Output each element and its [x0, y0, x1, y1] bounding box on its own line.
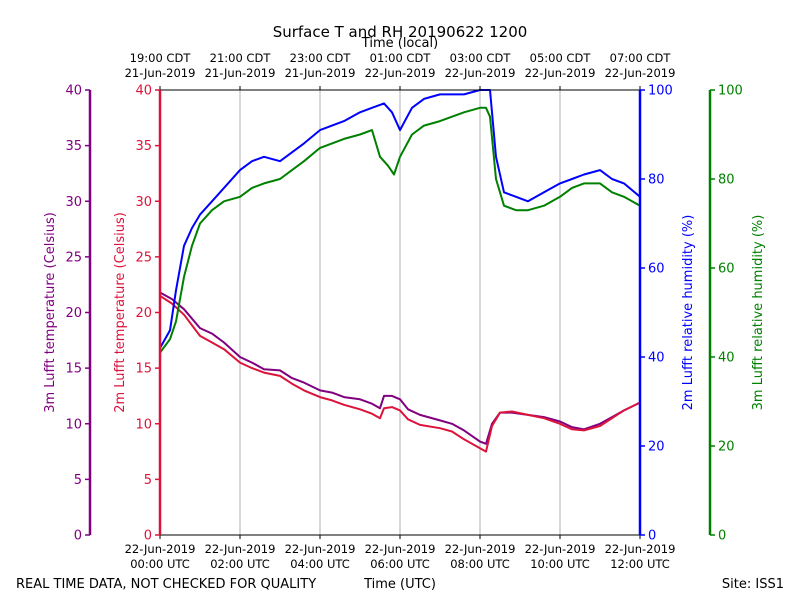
temp3m-axis-label: 3m Lufft temperature (Celsius): [43, 212, 58, 413]
grid-lines: [239, 90, 561, 535]
rh2m-axis-tick-label: 60: [648, 262, 665, 277]
top-tick-time: 23:00 CDT: [290, 51, 352, 65]
rh2m-series-line: [159, 89, 641, 349]
rh2m-axis-tick-label: 100: [648, 84, 673, 99]
x-tick-time: 10:00 UTC: [530, 557, 590, 571]
rh3m-axis-tick-label: 100: [718, 84, 743, 99]
temp2m-axis-tick-label: 5: [144, 473, 152, 488]
temp3m-axis-tick-label: 10: [65, 417, 82, 432]
series-layer: [159, 89, 641, 453]
x-tick-time: 04:00 UTC: [290, 557, 350, 571]
x-tick-date: 22-Jun-2019: [445, 542, 516, 556]
rh3m-axis-label: 3m Lufft relative humidity (%): [751, 215, 766, 411]
x-tick-date: 22-Jun-2019: [605, 542, 676, 556]
temp2m-axis-tick-label: 10: [135, 417, 152, 432]
x-tick-date: 22-Jun-2019: [365, 542, 436, 556]
temp3m-axis-tick-label: 5: [74, 473, 82, 488]
x-tick-time: 12:00 UTC: [610, 557, 670, 571]
x-tick-date: 22-Jun-2019: [125, 542, 196, 556]
top-tick-date: 21-Jun-2019: [125, 66, 196, 80]
chart-title: Surface T and RH 20190622 1200: [273, 23, 528, 41]
temp3m-axis-tick-label: 25: [65, 250, 82, 265]
top-tick-date: 22-Jun-2019: [605, 66, 676, 80]
x-tick-time: 08:00 UTC: [450, 557, 510, 571]
x-tick-date: 22-Jun-2019: [525, 542, 596, 556]
rh2m-axis-tick-label: 40: [648, 351, 665, 366]
x-tick-date: 22-Jun-2019: [285, 542, 356, 556]
rh3m-axis-tick-label: 40: [718, 351, 735, 366]
x-tick-time: 00:00 UTC: [130, 557, 190, 571]
y-axes: 0 5 10 15 20 25 30 35 40 3m Lufft temperature (Ce…: [43, 84, 766, 544]
temp2m-axis-tick-label: 15: [135, 362, 152, 377]
top-tick-time: 01:00 CDT: [370, 51, 432, 65]
rh2m-axis-label: 2m Lufft relative humidity (%): [681, 215, 696, 411]
rh3m-axis-tick-label: 60: [718, 262, 735, 277]
temp3m-axis-tick-label: 20: [65, 306, 82, 321]
temp3m-series-line: [159, 291, 641, 445]
temp2m-axis-tick-label: 0: [144, 529, 152, 544]
x-tick-time: 02:00 UTC: [210, 557, 270, 571]
quality-note: REAL TIME DATA, NOT CHECKED FOR QUALITY: [16, 577, 316, 592]
temp2m-axis-tick-label: 35: [135, 139, 152, 154]
rh2m-axis-tick-label: 0: [648, 529, 656, 544]
top-tick-time: 21:00 CDT: [210, 51, 272, 65]
temp2m-axis-tick-label: 20: [135, 306, 152, 321]
top-tick-date: 22-Jun-2019: [365, 66, 436, 80]
rh3m-axis-tick-label: 0: [718, 529, 726, 544]
temp3m-axis-tick-label: 30: [65, 195, 82, 210]
top-tick-time: 07:00 CDT: [610, 51, 672, 65]
rh2m-axis-tick-label: 20: [648, 440, 665, 455]
temp3m-axis-tick-label: 35: [65, 139, 82, 154]
x-tick-time: 06:00 UTC: [370, 557, 430, 571]
temp2m-axis-tick-label: 40: [135, 84, 152, 99]
top-tick-date: 22-Jun-2019: [525, 66, 596, 80]
rh2m-axis-tick-label: 80: [648, 173, 665, 188]
top-tick-time: 03:00 CDT: [450, 51, 512, 65]
temp3m-axis-tick-label: 40: [65, 84, 82, 99]
top-tick-time: 19:00 CDT: [130, 51, 192, 65]
x-axis-label: Time (UTC): [363, 577, 436, 592]
site-label: Site: ISS1: [722, 577, 784, 592]
temp2m-axis-tick-label: 25: [135, 250, 152, 265]
top-tick-time: 05:00 CDT: [530, 51, 592, 65]
top-axis-label: Time (local): [361, 36, 438, 51]
temp2m-axis-tick-label: 30: [135, 195, 152, 210]
rh3m-axis-tick-label: 20: [718, 440, 735, 455]
top-tick-date: 21-Jun-2019: [205, 66, 276, 80]
temp3m-axis-tick-label: 15: [65, 362, 82, 377]
x-tick-date: 22-Jun-2019: [205, 542, 276, 556]
rh3m-series-line: [159, 106, 641, 354]
temp3m-axis-tick-label: 0: [74, 529, 82, 544]
temp2m-series-line: [159, 294, 641, 453]
top-tick-date: 22-Jun-2019: [445, 66, 516, 80]
top-tick-date: 21-Jun-2019: [285, 66, 356, 80]
rh3m-axis-tick-label: 80: [718, 173, 735, 188]
temp2m-axis-label: 2m Lufft temperature (Celsius): [113, 212, 128, 413]
